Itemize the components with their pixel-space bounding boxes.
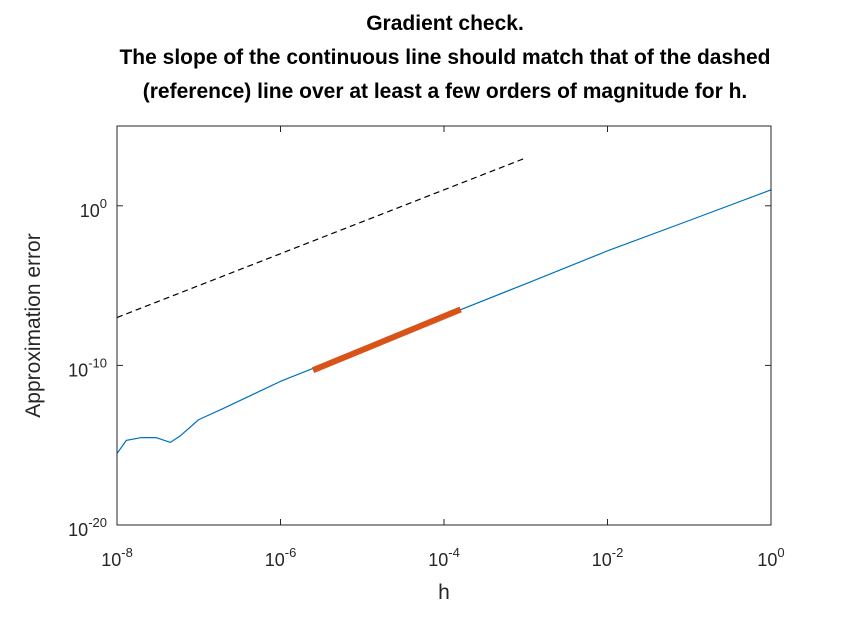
y-tick-label: 10-10 xyxy=(68,355,107,380)
approximation-error-line xyxy=(117,189,771,454)
chart-title-line-2: The slope of the continuous line should … xyxy=(119,46,770,69)
axes-frame xyxy=(116,125,772,526)
x-axis-label: h xyxy=(438,581,450,604)
x-tick-label: 10-2 xyxy=(592,545,624,570)
series-layer xyxy=(117,157,771,454)
y-tick-label: 10-20 xyxy=(68,515,107,540)
plot-area xyxy=(117,126,771,525)
highlighted-slope-segment xyxy=(311,306,462,373)
x-tick-label: 10-4 xyxy=(428,545,460,570)
chart-title-line-1: Gradient check. xyxy=(366,12,524,35)
x-tick-label: 100 xyxy=(757,545,784,570)
chart-title: Gradient check. The slope of the continu… xyxy=(119,12,770,103)
reference-dashed-line xyxy=(117,157,526,319)
y-axis-label: Approximation error xyxy=(22,233,45,417)
y-tick-label: 100 xyxy=(80,196,107,221)
x-tick-label: 10-8 xyxy=(101,545,133,570)
x-tick-label: 10-6 xyxy=(265,545,297,570)
chart-title-line-3: (reference) line over at least a few ord… xyxy=(143,80,748,103)
